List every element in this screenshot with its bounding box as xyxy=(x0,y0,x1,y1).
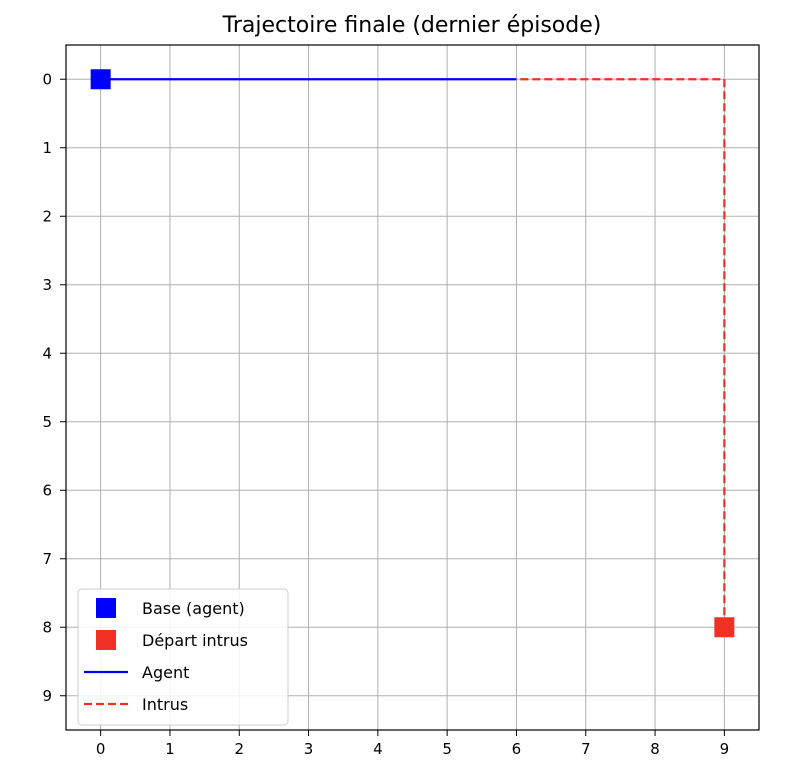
plot-frame xyxy=(65,44,760,731)
base-agent-marker xyxy=(90,69,111,90)
chart-title: Trajectoire finale (dernier épisode) xyxy=(222,13,602,38)
x-tick-label: 3 xyxy=(304,740,314,758)
y-tick-label: 6 xyxy=(42,481,52,499)
y-tick-label: 5 xyxy=(42,413,52,431)
y-tick-label: 4 xyxy=(42,344,52,362)
series-line-intrus xyxy=(516,78,726,628)
intrus-start-marker xyxy=(714,617,735,638)
legend: Base (agent) Départ intrus Agent Intrus xyxy=(77,588,289,726)
y-tick-label: 1 xyxy=(42,139,52,157)
legend-label: Base (agent) xyxy=(142,599,245,618)
x-tick-label: 9 xyxy=(720,740,730,758)
x-tick-label: 4 xyxy=(373,740,383,758)
legend-marker-swatch xyxy=(96,598,116,618)
x-tick-label: 0 xyxy=(96,740,106,758)
y-tick-label: 0 xyxy=(42,70,52,88)
y-tick-label: 8 xyxy=(42,618,52,636)
series-layer xyxy=(100,78,726,628)
axes: 0 1 2 3 4 5 6 7 8 9 0 1 2 3 4 5 6 7 8 9 xyxy=(42,70,729,758)
y-tick-label: 9 xyxy=(42,687,52,705)
x-tick-label: 6 xyxy=(512,740,522,758)
y-tick-label: 3 xyxy=(42,276,52,294)
x-tick-label: 2 xyxy=(234,740,244,758)
y-tick-label: 2 xyxy=(42,207,52,225)
legend-marker-swatch xyxy=(96,630,116,650)
x-tick-label: 5 xyxy=(442,740,452,758)
legend-box xyxy=(77,588,289,726)
y-tick-label: 7 xyxy=(42,550,52,568)
legend-label: Agent xyxy=(142,663,189,682)
x-tick-label: 8 xyxy=(650,740,660,758)
marker-layer xyxy=(90,69,735,638)
x-tick-label: 1 xyxy=(165,740,175,758)
x-tick-label: 7 xyxy=(581,740,591,758)
legend-label: Départ intrus xyxy=(142,631,248,650)
legend-label: Intrus xyxy=(142,695,188,714)
